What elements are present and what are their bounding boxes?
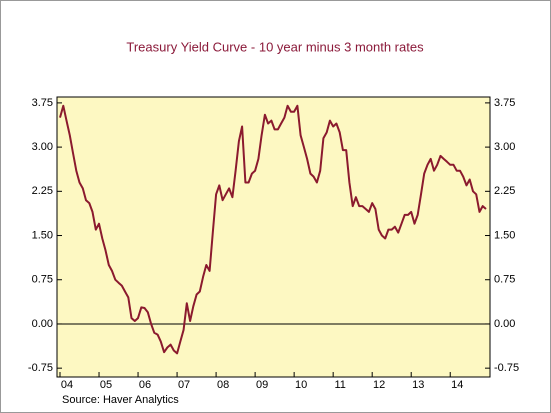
x-tick-label: 07 (178, 379, 190, 391)
y-tick-label: 1.50 (32, 229, 53, 241)
x-tick-label: 12 (373, 379, 385, 391)
source: Source: Haver Analytics (62, 394, 179, 406)
x-tick-label: 14 (451, 379, 463, 391)
x-tick-label: 06 (139, 379, 151, 391)
y-tick-label: 2.25 (32, 185, 53, 197)
y2-tick-label: 0.75 (494, 274, 515, 286)
y2-tick-label: 0.00 (494, 318, 515, 330)
x-tick-label: 08 (217, 379, 229, 391)
y-tick-label: 3.00 (32, 141, 53, 153)
y2-tick-label: -0.75 (494, 362, 519, 374)
x-tick-label: 10 (295, 379, 307, 391)
chart-title: Treasury Yield Curve - 10 year minus 3 m… (126, 39, 424, 54)
y-tick-label: -0.75 (28, 362, 53, 374)
x-tick-label: 13 (412, 379, 424, 391)
y-tick-label: 0.00 (32, 318, 53, 330)
x-tick-label: 11 (334, 379, 345, 391)
y-tick-label: 3.75 (32, 97, 53, 109)
series-line (59, 104, 487, 355)
plot-area (56, 96, 491, 378)
x-tick-label: 05 (100, 379, 112, 391)
y2-tick-label: 1.50 (494, 229, 515, 241)
x-tick-label: 04 (61, 379, 73, 391)
y2-tick-label: 2.25 (494, 185, 515, 197)
y-tick-label: 0.75 (32, 274, 53, 286)
y2-tick-label: 3.00 (494, 141, 515, 153)
y2-tick-label: 3.75 (494, 97, 515, 109)
x-tick-label: 09 (256, 379, 268, 391)
